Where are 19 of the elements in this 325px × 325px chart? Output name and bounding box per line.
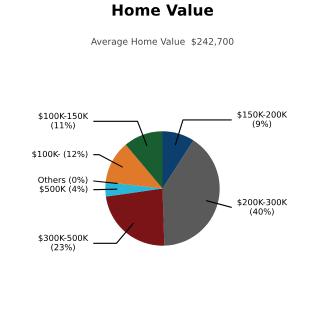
- slice-label: $100K-150K: [38, 112, 88, 120]
- slice-label: $100K- (12%): [32, 150, 88, 158]
- pie-slice: [162, 140, 220, 246]
- chart-subtitle: Average Home Value $242,700: [91, 38, 234, 47]
- slice-label: $150K-200K: [238, 111, 288, 119]
- data-label: (40%): [250, 208, 274, 216]
- slice-label: $200K-300K: [238, 198, 288, 206]
- slice-label: $500K (4%): [40, 186, 88, 194]
- data-label: (23%): [51, 244, 75, 252]
- pie-slice: [105, 182, 162, 197]
- pie-slice: [106, 188, 164, 246]
- data-label: (11%): [51, 122, 75, 130]
- chart-title: Home Value: [112, 4, 214, 16]
- data-label: (9%): [252, 120, 272, 128]
- pie-slice: [106, 144, 162, 188]
- pie-slice: [126, 131, 162, 188]
- pie-slice: [162, 131, 194, 188]
- legend-label: Others (0%): [38, 176, 88, 184]
- slice-label: $300K-500K: [38, 234, 88, 242]
